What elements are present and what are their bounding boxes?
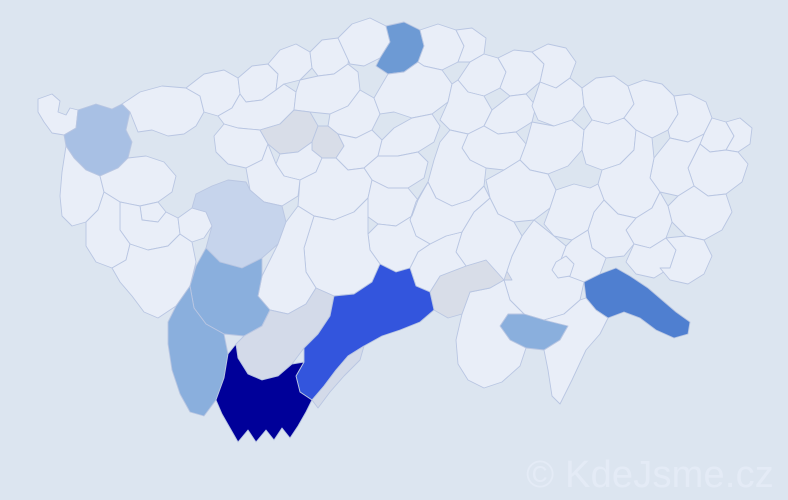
district-blansko[interactable]	[543, 183, 605, 241]
district-rychnov[interactable]	[531, 77, 585, 127]
district-brno-mesto[interactable]	[551, 255, 575, 279]
district-karvina[interactable]	[725, 117, 753, 153]
district-jindrichuv-hradec[interactable]	[295, 263, 435, 401]
district-breclav[interactable]	[543, 297, 609, 405]
district-teplice[interactable]	[267, 43, 313, 91]
district-nymburk[interactable]	[377, 113, 441, 157]
district-klatovy[interactable]	[111, 233, 197, 319]
district-svitavy[interactable]	[485, 159, 557, 223]
district-hradec-kralove[interactable]	[483, 93, 537, 135]
district-shore-sliver-south	[311, 345, 365, 409]
district-layer[interactable]	[37, 17, 753, 443]
district-karlovy-vary[interactable]	[121, 85, 205, 137]
district-trutnov[interactable]	[497, 49, 545, 97]
district-zlin[interactable]	[659, 235, 713, 285]
district-znojmo[interactable]	[455, 279, 527, 389]
district-usti-nad-orlici[interactable]	[519, 119, 585, 175]
district-cheb[interactable]	[37, 93, 79, 136]
district-liberec[interactable]	[417, 23, 465, 71]
